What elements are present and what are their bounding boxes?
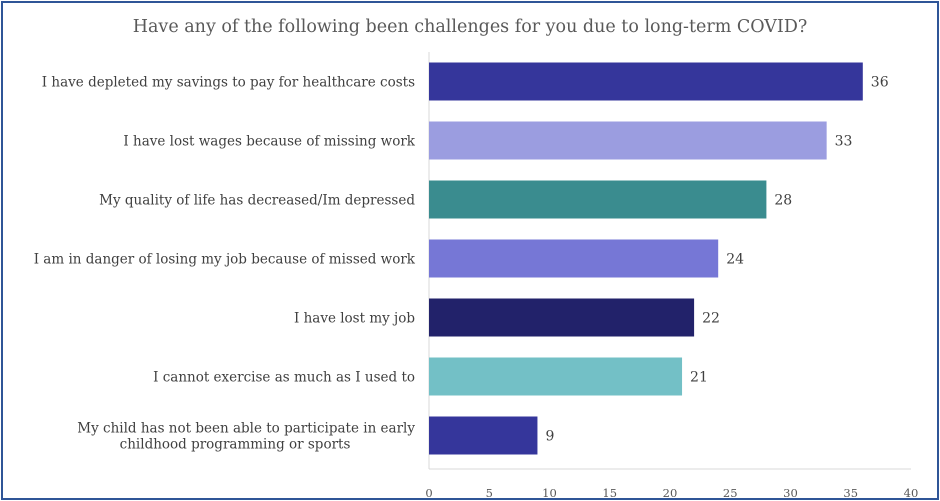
- bar: [429, 180, 767, 219]
- category-label: I have lost wages because of missing wor…: [123, 134, 415, 150]
- bar: [429, 416, 538, 455]
- x-tick-label: 40: [904, 486, 919, 500]
- bars-group: 36 I have depleted my savings to pay for …: [34, 52, 889, 469]
- bar: [429, 121, 827, 160]
- category-label: I have lost my job: [294, 311, 415, 327]
- x-tick-label: 25: [723, 486, 738, 500]
- category-label: I have depleted my savings to pay for he…: [42, 75, 415, 91]
- x-tick-label: 10: [542, 486, 557, 500]
- data-label: 24: [726, 252, 744, 268]
- x-tick-label: 0: [425, 486, 432, 500]
- data-label: 22: [702, 311, 720, 327]
- bar: [429, 62, 863, 101]
- bar: [429, 357, 683, 396]
- data-label: 36: [871, 75, 889, 91]
- x-tick-label: 30: [783, 486, 798, 500]
- x-tick-label: 20: [663, 486, 678, 500]
- bar: [429, 239, 719, 278]
- category-label: My child has not been able to participat…: [77, 421, 415, 453]
- category-label: I cannot exercise as much as I used to: [153, 370, 415, 386]
- x-axis-ticks: 0 5 10 15 20 25 30 35 40: [425, 486, 918, 500]
- bar: [429, 298, 695, 337]
- x-tick-label: 15: [602, 486, 617, 500]
- data-label: 28: [774, 193, 792, 209]
- x-tick-label: 35: [843, 486, 858, 500]
- data-label: 9: [545, 429, 554, 445]
- chart-title: Have any of the following been challenge…: [133, 17, 808, 37]
- data-label: 33: [835, 134, 853, 150]
- data-label: 21: [690, 370, 708, 386]
- category-label: I am in danger of losing my job because …: [34, 252, 416, 268]
- category-label: My quality of life has decreased/Im depr…: [99, 193, 415, 209]
- x-tick-label: 5: [486, 486, 493, 500]
